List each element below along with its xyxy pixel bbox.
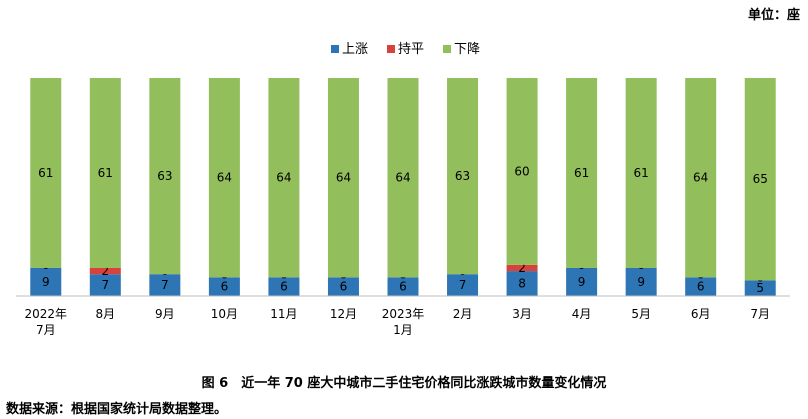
- bar-segment-持平: [89, 267, 121, 275]
- data-label-上涨: 6: [340, 280, 348, 294]
- figure-caption: 图 6 近一年 70 座大中城市二手住宅价格同比涨跌城市数量变化情况: [201, 376, 607, 391]
- bar-segment-上涨: [30, 267, 62, 296]
- x-tick-label: 7月: [750, 307, 770, 321]
- bar-segment-下降: [89, 78, 121, 268]
- data-label-下降: 60: [514, 164, 529, 178]
- legend-label-下降: 下降: [454, 42, 480, 57]
- data-label-下降: 61: [574, 166, 589, 180]
- data-label-上涨: 8: [518, 277, 526, 291]
- bar-segment-下降: [268, 78, 300, 278]
- bar-segment-下降: [744, 78, 776, 281]
- data-label-持平: 2: [101, 264, 109, 278]
- data-label-持平: 2: [518, 261, 526, 275]
- bar-segment-上涨: [208, 277, 240, 296]
- bar-segment-上涨: [327, 277, 359, 296]
- x-tick-label: 4月: [572, 307, 592, 321]
- data-label-下降: 64: [217, 171, 232, 185]
- x-tick-label: 11月: [270, 307, 297, 321]
- bar-segment-上涨: [685, 277, 717, 296]
- x-tick-label: 2月: [453, 307, 473, 321]
- data-label-上涨: 5: [756, 281, 764, 295]
- bar-segment-下降: [447, 78, 479, 275]
- legend-swatch-持平: [387, 45, 395, 53]
- data-label-下降: 61: [38, 166, 53, 180]
- x-tick-label: 10月: [211, 307, 238, 321]
- bar-segment-下降: [506, 78, 538, 265]
- data-source-note: 数据来源：根据国家统计局数据整理。: [6, 402, 228, 417]
- bar-segment-上涨: [506, 271, 538, 296]
- legend-label-持平: 持平: [398, 42, 424, 57]
- x-tick-labels: 2022年 7月 8月 9月 10月 11月 12月 2023年 1月 2月 3月 4月 5月 6月 7月: [24, 307, 770, 337]
- data-label-上涨: 9: [637, 275, 645, 289]
- legend-swatch-上涨: [331, 45, 339, 53]
- data-label-下降: 61: [98, 166, 113, 180]
- data-label-下降: 64: [395, 171, 410, 185]
- data-label-上涨: 9: [578, 275, 586, 289]
- legend-swatch-下降: [443, 45, 451, 53]
- data-label-上涨: 6: [221, 280, 229, 294]
- bar-segment-下降: [327, 78, 359, 278]
- bar-segment-下降: [625, 78, 657, 268]
- data-label-上涨: 7: [101, 278, 109, 292]
- bar-segment-上涨: [566, 267, 598, 296]
- data-label-下降: 61: [634, 166, 649, 180]
- bar-segment-上涨: [387, 277, 419, 296]
- bar-segment-持平: [506, 264, 538, 272]
- x-tick-label: 8月: [95, 307, 115, 321]
- x-tick-label: 2023年: [382, 307, 425, 321]
- data-label-下降: 64: [693, 171, 708, 185]
- bar-segment-上涨: [744, 280, 776, 296]
- x-tick-label: 5月: [631, 307, 651, 321]
- bar-segment-上涨: [89, 274, 121, 296]
- bar-segment-下降: [149, 78, 181, 275]
- x-tick-label: 12月: [330, 307, 357, 321]
- x-tick-label: 6月: [691, 307, 711, 321]
- bar-segment-上涨: [447, 274, 479, 296]
- bars-group: 9061726170636064606460646064706382609061…: [30, 78, 776, 296]
- data-label-上涨: 7: [459, 278, 467, 292]
- x-tick-label: 3月: [512, 307, 532, 321]
- data-label-下降: 65: [753, 172, 768, 186]
- bar-segment-下降: [685, 78, 717, 278]
- data-label-上涨: 6: [697, 280, 705, 294]
- data-label-下降: 64: [276, 171, 291, 185]
- data-label-下降: 64: [336, 171, 351, 185]
- bar-segment-下降: [30, 78, 62, 268]
- legend: 上涨 持平 下降: [331, 42, 480, 57]
- bar-segment-下降: [566, 78, 598, 268]
- bar-segment-上涨: [268, 277, 300, 296]
- data-label-上涨: 9: [42, 275, 50, 289]
- data-label-下降: 63: [157, 169, 172, 183]
- unit-label: 单位：座: [747, 8, 800, 23]
- data-label-上涨: 7: [161, 278, 169, 292]
- bar-segment-下降: [208, 78, 240, 278]
- bar-segment-上涨: [149, 274, 181, 296]
- x-tick-label: 2022年: [24, 307, 67, 321]
- data-label-上涨: 6: [399, 280, 407, 294]
- x-tick-label: 1月: [393, 323, 413, 337]
- bar-segment-下降: [387, 78, 419, 278]
- x-tick-label: 9月: [155, 307, 175, 321]
- legend-label-上涨: 上涨: [342, 42, 368, 57]
- data-label-下降: 63: [455, 169, 470, 183]
- x-tick-label: 7月: [36, 323, 56, 337]
- bar-segment-上涨: [625, 267, 657, 296]
- data-label-上涨: 6: [280, 280, 288, 294]
